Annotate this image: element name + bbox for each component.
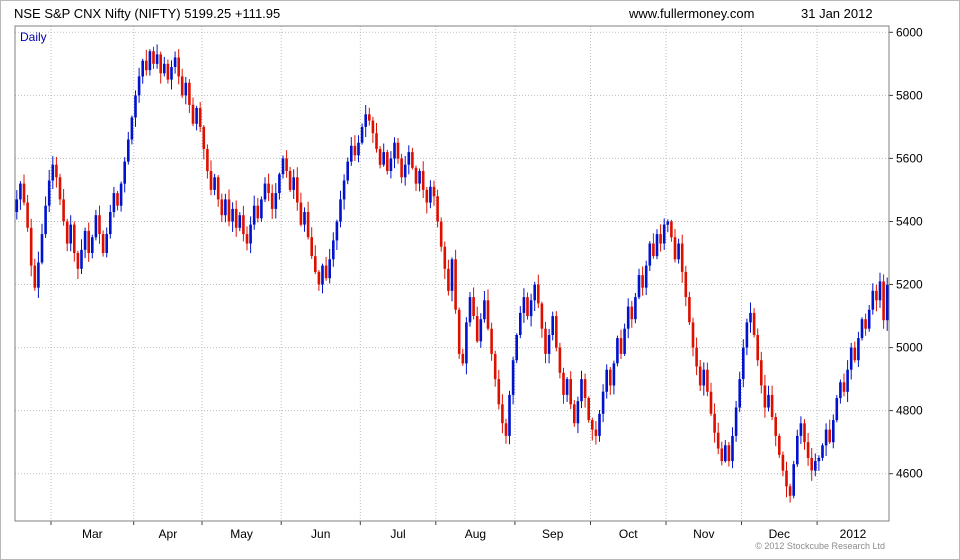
x-axis-label: Jul	[390, 527, 405, 541]
chart-date: 31 Jan 2012	[801, 6, 873, 21]
interval-label: Daily	[20, 30, 47, 44]
x-axis-label: Aug	[465, 527, 486, 541]
x-axis-label: Oct	[619, 527, 638, 541]
y-axis-label: 4800	[896, 404, 923, 418]
y-axis-label: 5600	[896, 151, 923, 165]
y-axis-label: 5200	[896, 278, 923, 292]
y-axis-label: 5800	[896, 88, 923, 102]
x-axis-label: Dec	[769, 527, 790, 541]
x-axis-label: Apr	[159, 527, 178, 541]
x-axis-label: 2012	[840, 527, 867, 541]
x-axis-label: Jun	[311, 527, 330, 541]
y-axis-label: 5400	[896, 215, 923, 229]
y-axis-label: 5000	[896, 341, 923, 355]
x-axis-label: Nov	[693, 527, 714, 541]
x-axis-label: May	[230, 527, 253, 541]
x-axis-label: Sep	[542, 527, 564, 541]
y-axis-label: 4600	[896, 467, 923, 481]
instrument-title: NSE S&P CNX Nifty (NIFTY) 5199.25 +111.9…	[14, 6, 281, 21]
y-axis-label: 6000	[896, 25, 923, 39]
copyright-notice: © 2012 Stockcube Research Ltd	[755, 541, 885, 551]
x-axis-label: Mar	[82, 527, 103, 541]
fullermoney-link: www.fullermoney.com	[629, 6, 755, 21]
